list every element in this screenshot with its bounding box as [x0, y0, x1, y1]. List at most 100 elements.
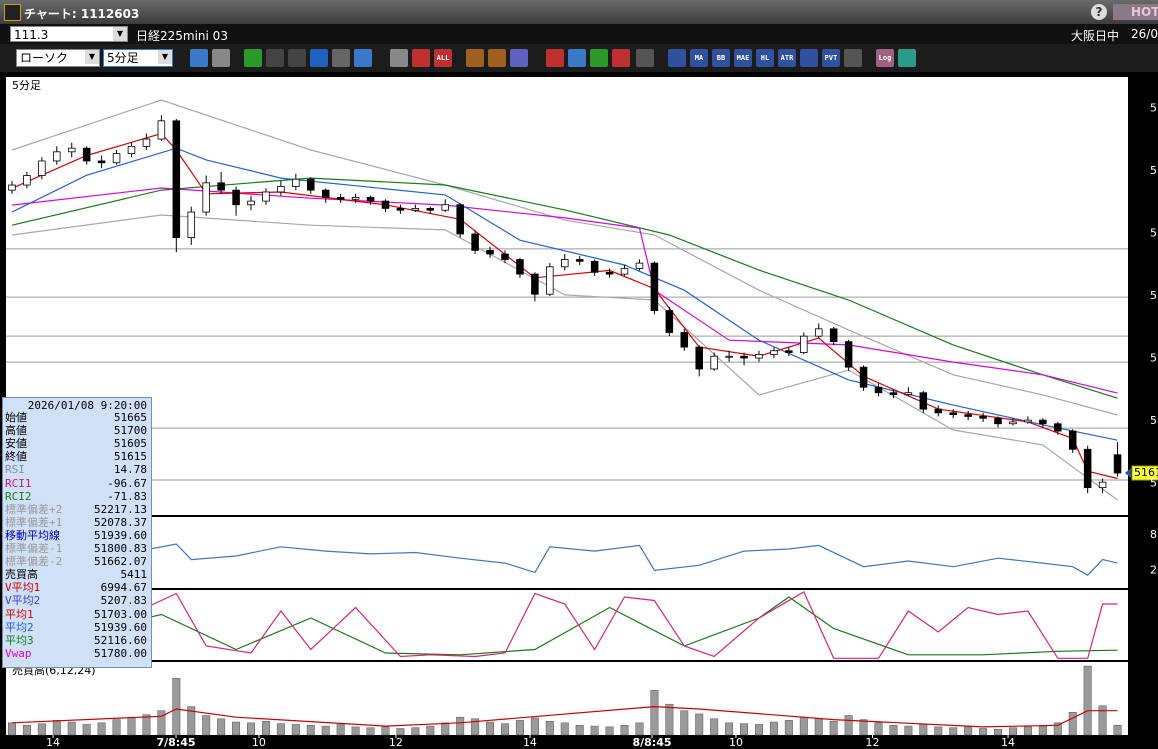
candle-body: [366, 197, 375, 202]
candle-body: [964, 414, 972, 417]
volume-bar: [964, 726, 973, 736]
volume-bar: [471, 718, 480, 736]
tool-icon[interactable]: [310, 49, 328, 67]
axis-label: 5: [1150, 164, 1157, 177]
volume-bar: [560, 722, 569, 736]
dropdown-arrow: ▼: [113, 27, 127, 41]
tool-icon[interactable]: [354, 49, 372, 67]
tool-icon[interactable]: ALL: [434, 49, 452, 67]
tool-icon[interactable]: [488, 49, 506, 67]
style-select[interactable]: ローソク ▼: [16, 49, 100, 67]
tool-icon[interactable]: [390, 49, 408, 67]
tool-icon[interactable]: [636, 49, 654, 67]
info-row: 始値 51665: [5, 411, 147, 424]
tool-icon[interactable]: PVT: [822, 49, 840, 67]
tool-icon[interactable]: [212, 49, 230, 67]
hot-button[interactable]: HOT: [1113, 4, 1158, 20]
help-button[interactable]: ?: [1091, 4, 1107, 20]
volume-bar: [7, 722, 16, 736]
info-value: -96.67: [107, 476, 147, 490]
x-tick-label: 12: [389, 736, 403, 749]
volume-bar: [1098, 705, 1107, 736]
tool-icon[interactable]: [800, 49, 818, 67]
axis-label: 5: [1150, 352, 1157, 365]
volume-bar: [1008, 727, 1017, 736]
tool-icon[interactable]: Log: [876, 49, 894, 67]
volume-bar: [336, 724, 345, 736]
volume-bar: [979, 728, 988, 736]
tool-icon[interactable]: [288, 49, 306, 67]
volume-bar: [650, 690, 659, 736]
tool-icon[interactable]: [668, 49, 686, 67]
volume-bar: [52, 720, 61, 736]
candle-body: [800, 335, 808, 353]
tool-icon[interactable]: MAE: [734, 49, 752, 67]
tool-icon[interactable]: [612, 49, 630, 67]
candle-body: [590, 260, 599, 273]
tool-icon[interactable]: [332, 49, 350, 67]
tool-icon[interactable]: [244, 49, 262, 67]
volume-bar: [829, 720, 838, 736]
info-row: RCI1 -96.67: [5, 477, 147, 490]
volume-bar: [486, 721, 495, 736]
volume-bar: [620, 725, 629, 736]
info-label: RCI1: [5, 476, 32, 490]
rci-panel: [6, 590, 1128, 660]
tool-icon[interactable]: [266, 49, 284, 67]
tool-icon[interactable]: BB: [712, 49, 730, 67]
volume-bar: [247, 722, 256, 736]
tool-icon[interactable]: [466, 49, 484, 67]
info-value: 51662.07: [94, 555, 147, 569]
candle-body: [441, 204, 449, 211]
candle-body: [889, 392, 898, 395]
info-row: 平均3 52116.60: [5, 634, 147, 647]
tool-icon[interactable]: MA: [690, 49, 708, 67]
candle-body: [605, 271, 614, 275]
volume-bar: [202, 715, 211, 736]
info-label: 平均1: [5, 607, 34, 621]
code-input[interactable]: 111.3 ▼: [10, 26, 128, 42]
tool-icon[interactable]: [412, 49, 430, 67]
info-row: 標準偏差+2 52217.13: [5, 503, 147, 516]
candle-body: [755, 353, 763, 359]
volume-bar: [1113, 725, 1122, 736]
volume-bar: [426, 725, 435, 736]
tool-icon[interactable]: HL: [756, 49, 774, 67]
tool-icon[interactable]: ATR: [778, 49, 796, 67]
symbol-name: 日経225mini 03: [136, 29, 228, 43]
candle-body: [127, 145, 136, 155]
candle-body: [426, 207, 435, 211]
interval-text: 5分足: [107, 51, 139, 65]
interval-select[interactable]: 5分足 ▼: [103, 49, 173, 67]
tool-icon[interactable]: [568, 49, 586, 67]
volume-bar: [1053, 722, 1062, 736]
candle-body: [785, 350, 793, 353]
volume-bar: [142, 714, 151, 736]
axis-label: 5: [1150, 226, 1157, 239]
candle-body: [859, 366, 868, 388]
volume-bar: [575, 725, 584, 736]
candle-body: [725, 355, 733, 358]
tool-icon[interactable]: [844, 49, 862, 67]
info-label: V平均1: [5, 581, 41, 595]
info-label: 平均2: [5, 620, 34, 634]
candle-body: [486, 249, 494, 255]
info-value: -71.83: [107, 489, 147, 503]
candle-body: [351, 197, 360, 200]
info-row: 標準偏差-1 51800.83: [5, 542, 147, 555]
info-row: V平均1 6994.67: [5, 581, 147, 594]
info-row: V平均2 5207.83: [5, 594, 147, 607]
info-row: 安値 51605: [5, 437, 147, 450]
candle-body: [620, 268, 629, 275]
volume-bar: [366, 727, 375, 736]
candle-body: [680, 332, 689, 348]
volume-bar: [934, 726, 943, 736]
tool-icon[interactable]: [590, 49, 608, 67]
info-row: 平均2 51939.60: [5, 621, 147, 634]
tool-icon[interactable]: [190, 49, 208, 67]
tool-icon[interactable]: [510, 49, 528, 67]
tool-icon[interactable]: [898, 49, 916, 67]
tool-icon[interactable]: [546, 49, 564, 67]
x-tick-label: 7/8:45: [156, 736, 195, 749]
